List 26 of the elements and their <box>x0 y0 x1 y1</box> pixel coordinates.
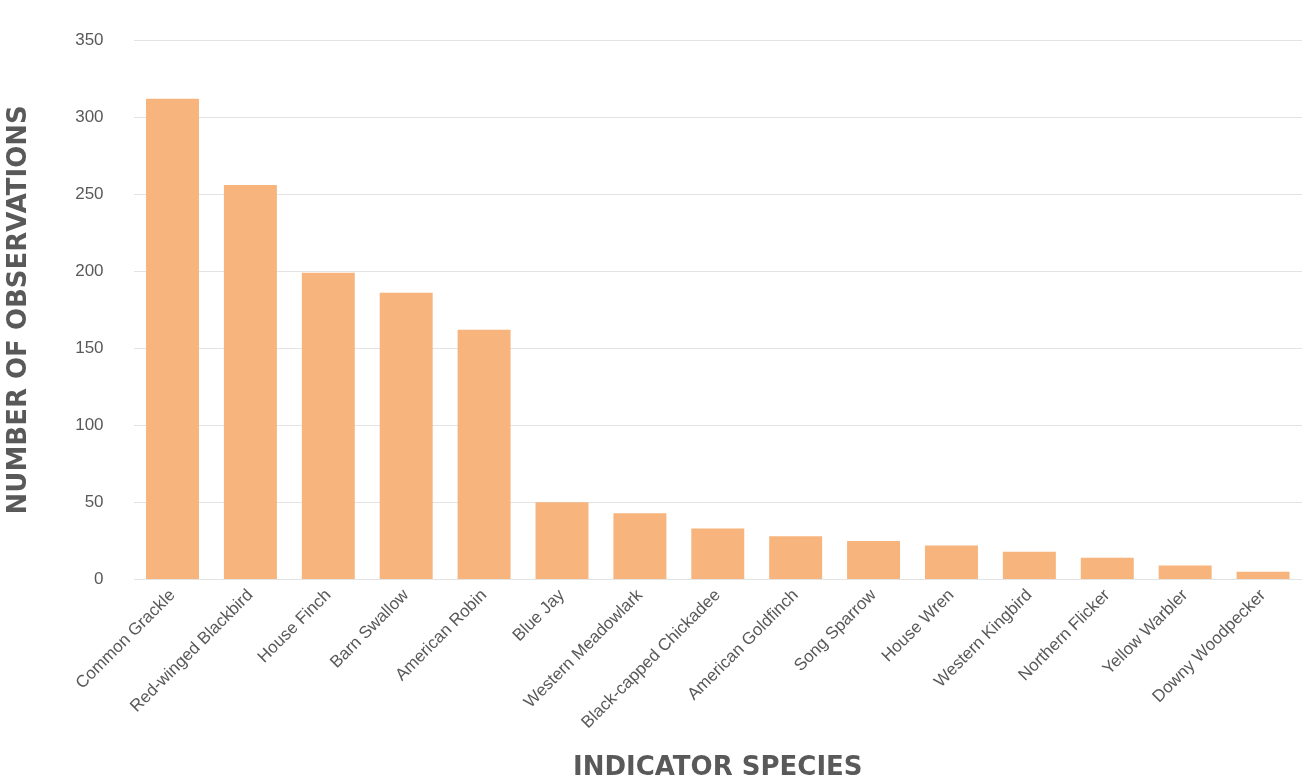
y-tick-label: 0 <box>94 569 104 589</box>
y-axis-title: NUMBER OF OBSERVATIONS <box>2 105 33 515</box>
y-tick-label: 200 <box>75 260 104 280</box>
bar <box>457 329 511 579</box>
y-tick-label: 100 <box>75 415 104 435</box>
x-tick-label: Blue Jay <box>508 584 569 645</box>
bar <box>769 536 823 579</box>
bar <box>379 292 433 579</box>
bar <box>535 502 589 579</box>
y-tick-label: 350 <box>75 29 104 49</box>
x-axis-title: INDICATOR SPECIES <box>572 751 863 782</box>
bar <box>146 98 199 579</box>
y-tick-label: 50 <box>84 492 104 512</box>
y-tick-label: 250 <box>75 183 104 203</box>
bar <box>847 540 901 579</box>
bar <box>301 272 355 579</box>
bar <box>613 513 667 579</box>
bar <box>223 185 277 579</box>
y-tick-label: 300 <box>75 106 104 126</box>
bar <box>924 545 978 579</box>
bar <box>1236 571 1290 579</box>
bar <box>1002 551 1056 579</box>
bar <box>691 528 745 579</box>
bar <box>1080 557 1134 579</box>
y-tick-label: 150 <box>75 338 104 357</box>
bar <box>1158 565 1212 579</box>
